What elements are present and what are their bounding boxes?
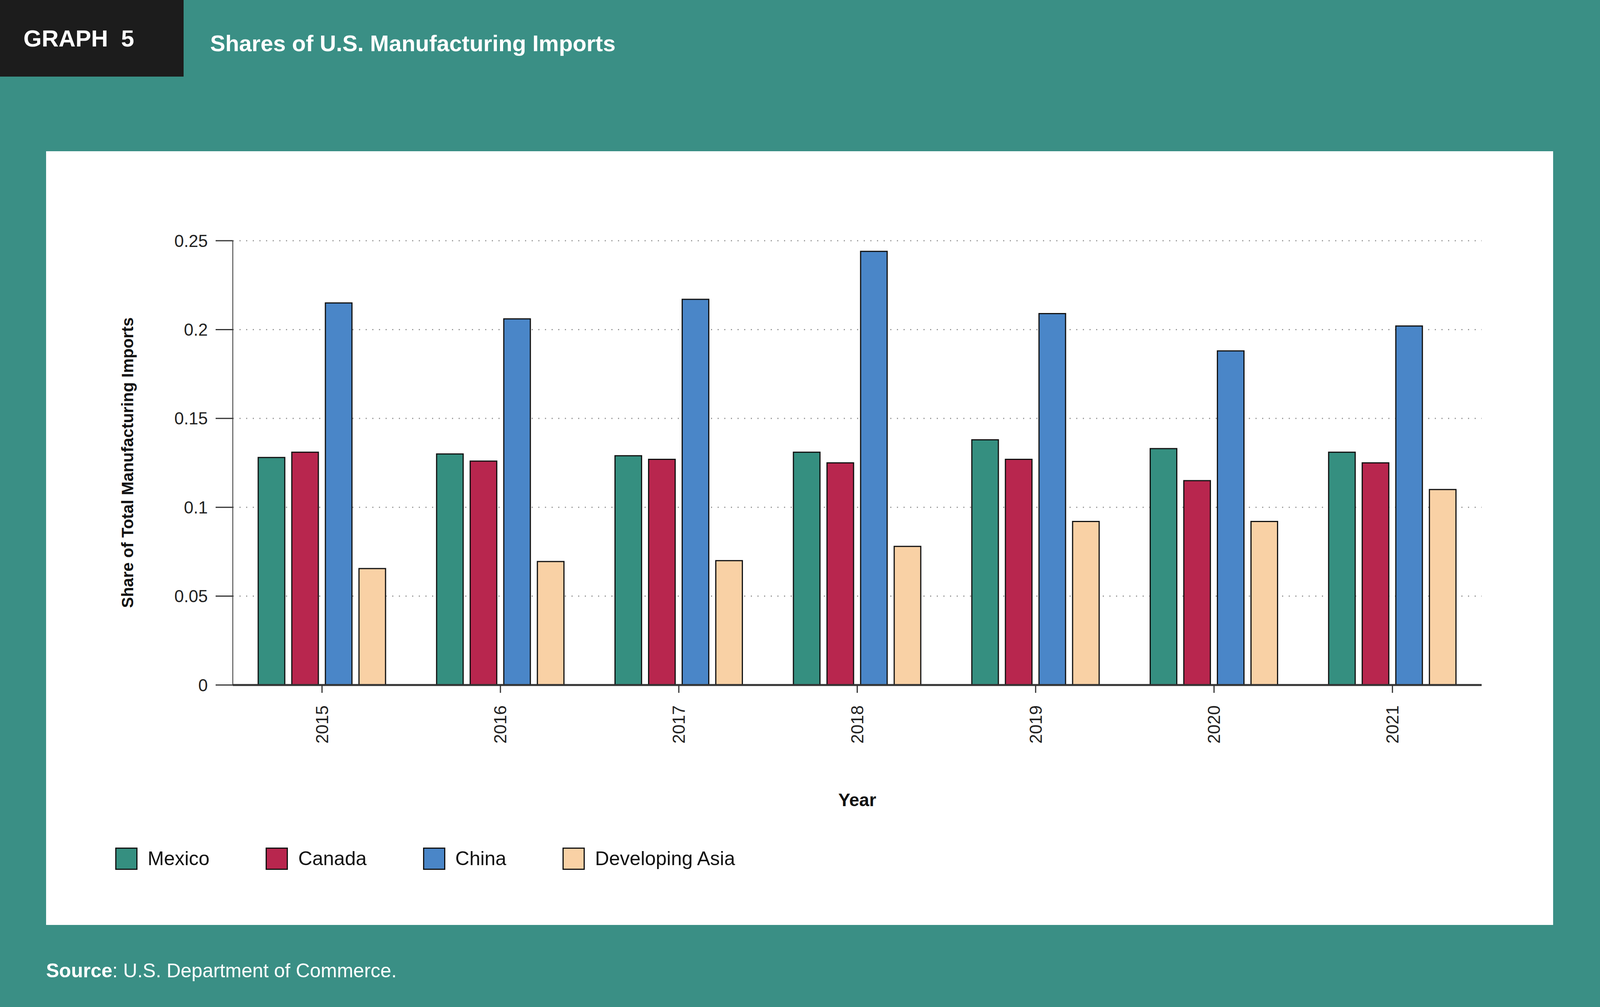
html-text:GRAPH 5: GRAPH 5 [23,25,135,52]
html-text:China: China [455,847,507,870]
html-text:Share of Total Manufacturing I: Share of Total Manufacturing Imports [118,317,137,608]
svg-text:0.15: 0.15 [174,408,208,428]
svg-text:Year: Year [838,789,877,810]
svg-text:0.25: 0.25 [174,231,208,251]
svg-text:0: 0 [198,675,208,695]
svg-text:2020: 2020 [1204,705,1224,744]
svg-text:0.05: 0.05 [174,586,208,606]
svg-text:2019: 2019 [1026,705,1046,744]
html-text:Shares of U.S. Manufacturing I: Shares of U.S. Manufacturing Imports [210,30,616,56]
html-text:Source: U.S. Department of Com: Source: U.S. Department of Commerce. [46,959,397,982]
svg-text:2017: 2017 [669,705,689,744]
svg-text:0.2: 0.2 [183,319,208,340]
html-text:Canada: Canada [298,847,367,870]
svg-text:2015: 2015 [312,705,332,744]
svg-text:2018: 2018 [847,705,867,744]
svg-text:2021: 2021 [1382,705,1402,744]
svg-text:2016: 2016 [490,705,510,744]
html-text:Developing Asia: Developing Asia [595,847,736,870]
svg-text:0.1: 0.1 [183,497,208,517]
html-text:Mexico: Mexico [147,847,210,870]
